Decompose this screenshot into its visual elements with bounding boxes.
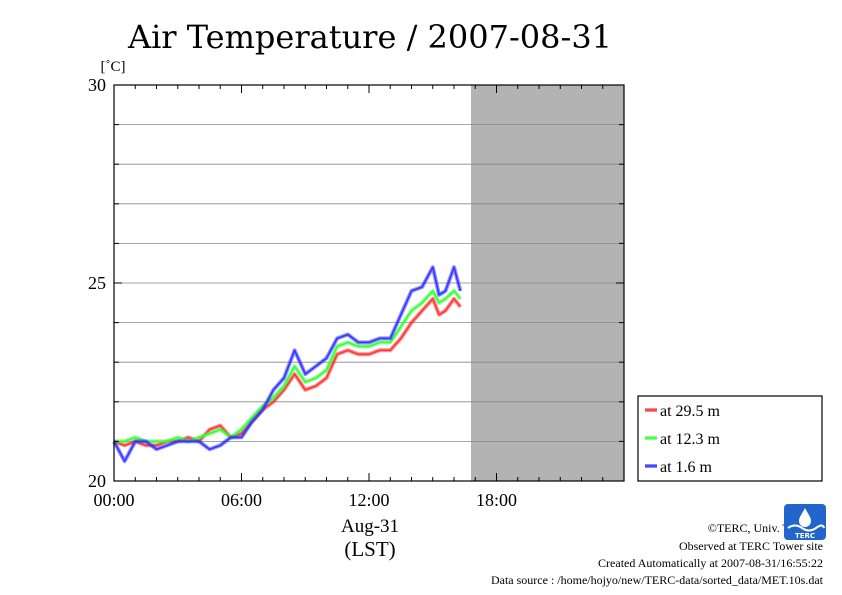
x-tick-label: 18:00 <box>476 490 517 510</box>
x-axis-label-lst: (LST) <box>344 537 395 561</box>
terc-logo: TERC <box>784 504 826 540</box>
y-tick-label: 30 <box>88 75 106 95</box>
credit-observed: Observed at TERC Tower site <box>678 539 823 553</box>
credit-created: Created Automatically at 2007-08-31/16:5… <box>598 556 823 570</box>
legend: at 29.5 m at 12.3 m at 1.6 m <box>637 395 823 482</box>
legend-label: at 1.6 m <box>660 459 713 476</box>
y-tick-label: 25 <box>88 273 106 293</box>
legend-label: at 29.5 m <box>660 403 721 420</box>
credit-data-source: Data source : /home/hojyo/new/TERC-data/… <box>490 573 823 587</box>
chart-title: Air Temperature / 2007-08-31 <box>127 18 612 56</box>
series-line-1 <box>114 290 461 443</box>
terc-logo-text: TERC <box>795 532 815 540</box>
y-tick-label: 20 <box>88 471 106 491</box>
x-tick-label: 12:00 <box>348 490 389 510</box>
x-tick-label: 00:00 <box>93 490 134 510</box>
series-line-2 <box>113 266 462 462</box>
legend-box <box>637 395 823 482</box>
plot-frame <box>113 84 625 482</box>
legend-label: at 12.3 m <box>660 431 721 448</box>
x-tick-label: 06:00 <box>221 490 262 510</box>
x-axis-label-date: Aug-31 <box>341 516 399 537</box>
y-axis-unit-label: [˚C] <box>101 59 126 75</box>
